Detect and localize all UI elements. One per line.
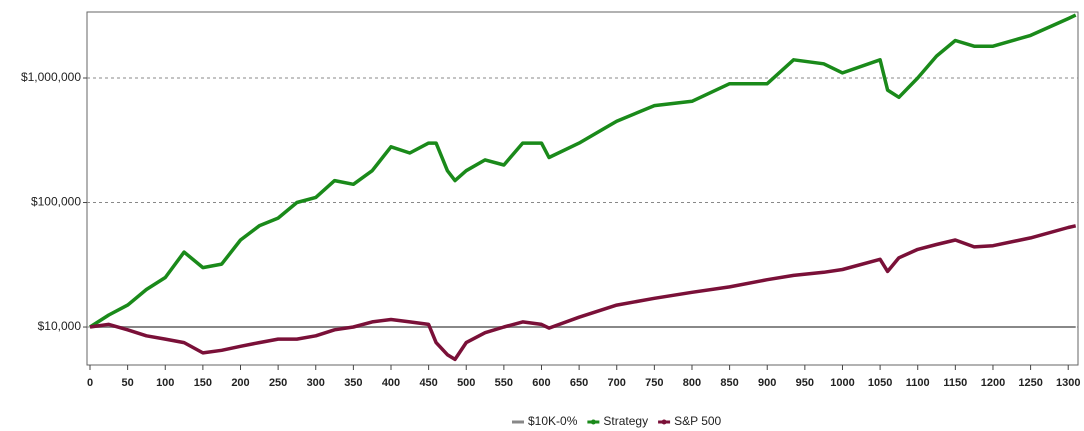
x-tick-label: 450 <box>419 377 437 389</box>
x-tick-label: 1250 <box>1018 377 1042 389</box>
x-tick-label: 950 <box>796 377 814 389</box>
x-tick-label: 1000 <box>830 377 854 389</box>
x-tick-label: 550 <box>495 377 513 389</box>
x-tick-label: 850 <box>720 377 738 389</box>
x-tick-label: 200 <box>231 377 249 389</box>
x-tick-label: 1200 <box>981 377 1005 389</box>
plot-frame <box>86 11 1079 366</box>
legend-label: S&P 500 <box>674 414 721 428</box>
x-tick-label: 1100 <box>906 377 930 389</box>
x-tick-label: 1050 <box>868 377 892 389</box>
x-tick-label: 400 <box>382 377 400 389</box>
x-tick-label: 300 <box>307 377 325 389</box>
x-tick-label: 150 <box>194 377 212 389</box>
x-tick-label: 600 <box>532 377 550 389</box>
x-tick-label: 0 <box>87 377 93 389</box>
series-line <box>89 224 1077 362</box>
x-tick-label: 900 <box>758 377 776 389</box>
y-tick-label: $10,000 <box>38 319 82 333</box>
x-tick-label: 100 <box>156 377 174 389</box>
legend-marker <box>590 419 596 425</box>
x-tick-label: 250 <box>269 377 287 389</box>
legend-label: Strategy <box>603 414 648 428</box>
x-tick-label: 750 <box>645 377 663 389</box>
legend-label: $10K-0% <box>528 414 578 428</box>
y-tick-label: $1,000,000 <box>21 70 81 84</box>
x-tick-label: 1300 <box>1056 377 1080 389</box>
x-tick-label: 800 <box>683 377 701 389</box>
x-tick-label: 700 <box>608 377 626 389</box>
legend-marker <box>661 419 667 425</box>
x-tick-label: 1150 <box>943 377 967 389</box>
y-tick-label: $100,000 <box>31 195 81 209</box>
x-tick-label: 350 <box>344 377 362 389</box>
x-tick-label: 500 <box>457 377 475 389</box>
x-tick-label: 650 <box>570 377 588 389</box>
series-line <box>89 13 1077 329</box>
x-tick-label: 50 <box>122 377 134 389</box>
